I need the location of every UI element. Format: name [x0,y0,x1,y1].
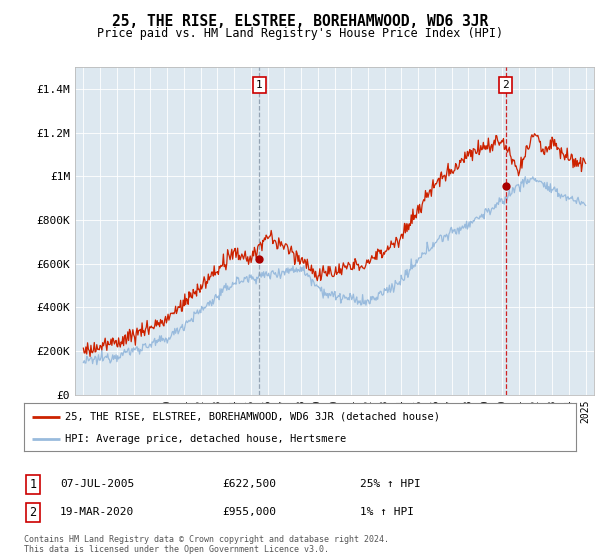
Text: £622,500: £622,500 [222,479,276,489]
Text: 1% ↑ HPI: 1% ↑ HPI [360,507,414,517]
Text: 2: 2 [29,506,37,519]
Text: £955,000: £955,000 [222,507,276,517]
Text: 25, THE RISE, ELSTREE, BOREHAMWOOD, WD6 3JR: 25, THE RISE, ELSTREE, BOREHAMWOOD, WD6 … [112,14,488,29]
Text: 1: 1 [256,80,263,90]
Text: 25% ↑ HPI: 25% ↑ HPI [360,479,421,489]
Text: 07-JUL-2005: 07-JUL-2005 [60,479,134,489]
Text: Contains HM Land Registry data © Crown copyright and database right 2024.
This d: Contains HM Land Registry data © Crown c… [24,535,389,554]
Text: 2: 2 [502,80,509,90]
Text: 19-MAR-2020: 19-MAR-2020 [60,507,134,517]
Text: Price paid vs. HM Land Registry's House Price Index (HPI): Price paid vs. HM Land Registry's House … [97,27,503,40]
Text: 25, THE RISE, ELSTREE, BOREHAMWOOD, WD6 3JR (detached house): 25, THE RISE, ELSTREE, BOREHAMWOOD, WD6 … [65,412,440,422]
Text: 1: 1 [29,478,37,491]
Text: HPI: Average price, detached house, Hertsmere: HPI: Average price, detached house, Hert… [65,434,347,444]
